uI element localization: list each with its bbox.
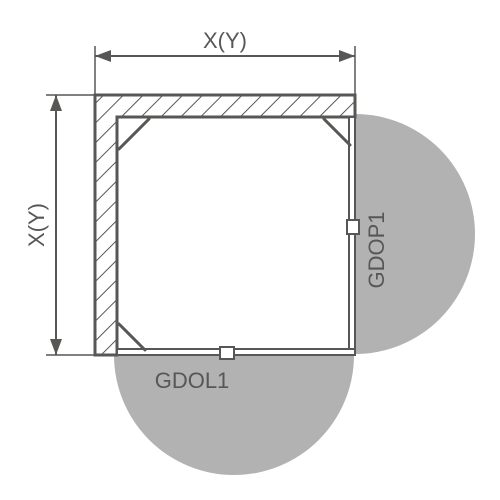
dimension-top-label: X(Y) (203, 28, 247, 53)
label-gdol1: GDOL1 (155, 368, 230, 393)
shower-plan-diagram: X(Y) X(Y) GDOL1 GDOP1 (0, 0, 500, 500)
hinge-right (347, 220, 359, 234)
label-gdop1: GDOP1 (364, 211, 389, 288)
glass-panel-bottom (117, 349, 355, 355)
hinge-bottom (220, 347, 234, 359)
glass-panel-right (349, 117, 355, 355)
dimension-left-label: X(Y) (24, 203, 49, 247)
